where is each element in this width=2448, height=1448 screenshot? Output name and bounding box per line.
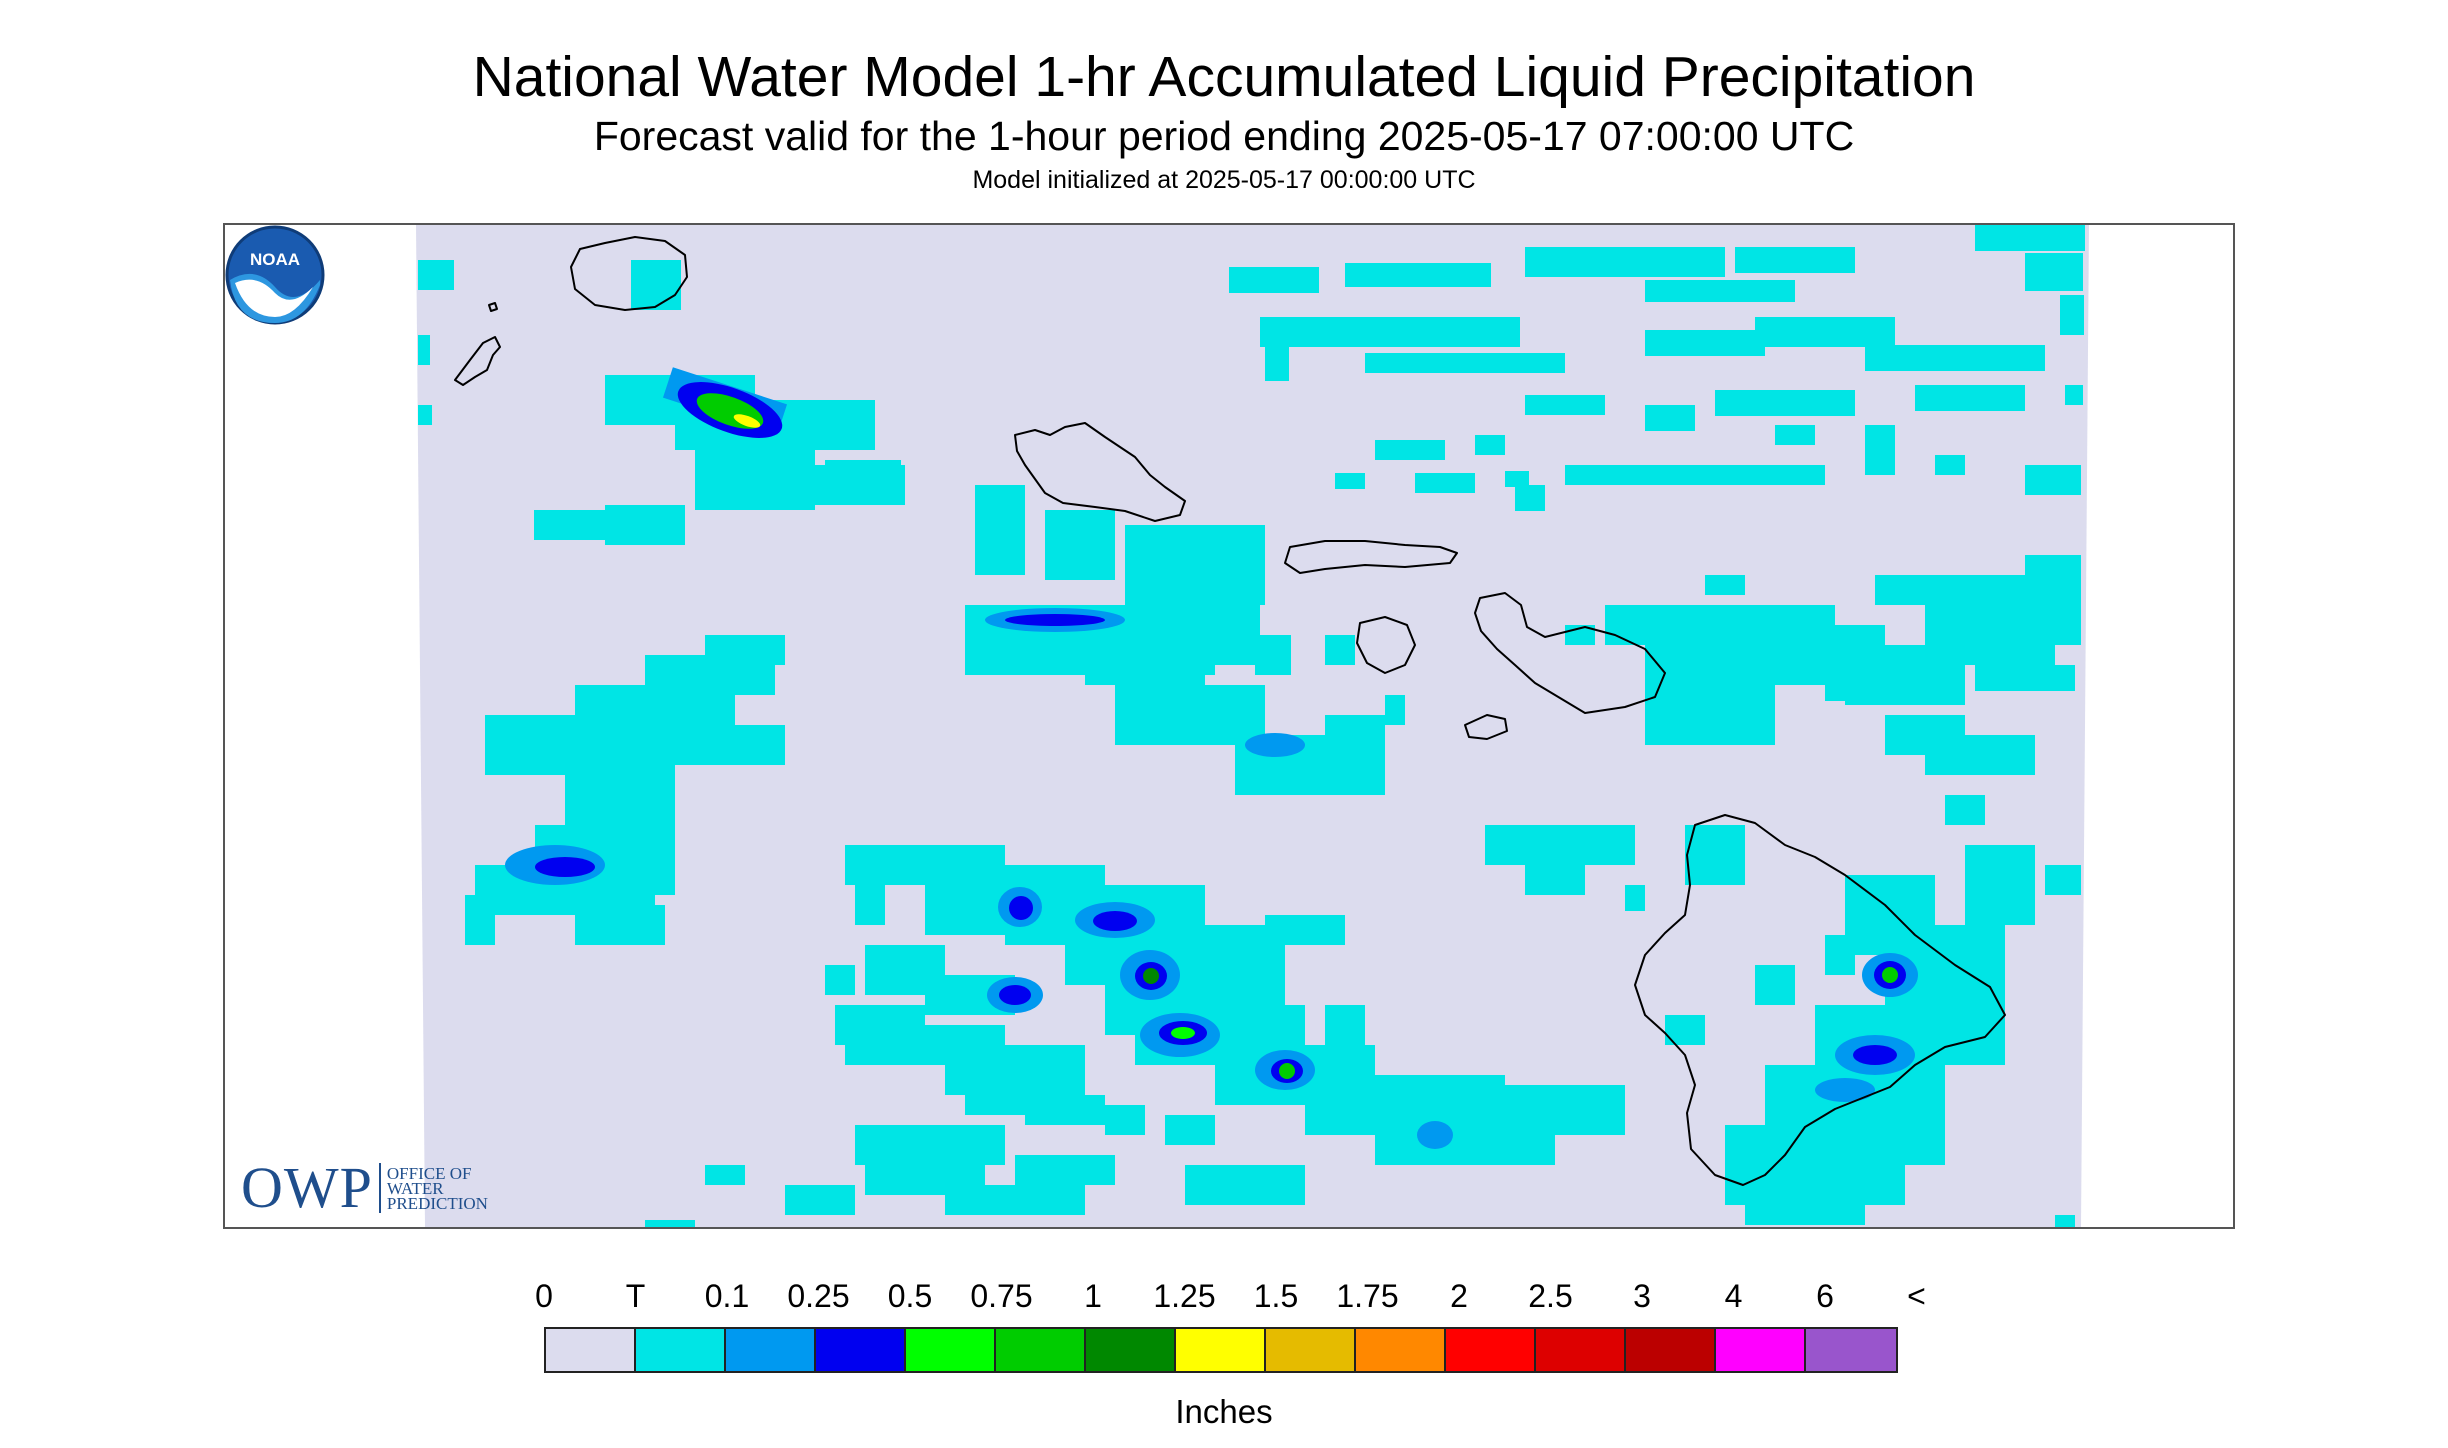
legend-tick-label: 6 — [1816, 1278, 1834, 1314]
legend-tick-label: 1.25 — [1153, 1278, 1216, 1314]
legend-tick-label: 2 — [1450, 1278, 1468, 1314]
legend-swatch — [1446, 1329, 1536, 1371]
coastlines — [454, 236, 2006, 1186]
coastline-lanai — [1356, 616, 1416, 674]
coastline-hawaii — [1634, 814, 2006, 1186]
precipitation-map: OWP OFFICE OF WATER PREDICTION NOAA — [223, 223, 2235, 1229]
owp-logo-divider — [378, 1163, 381, 1213]
legend-tick-label: T — [625, 1278, 646, 1314]
legend-tick-label: 0.75 — [970, 1278, 1033, 1314]
owp-logo-letters: OWP — [241, 1155, 373, 1220]
legend-swatch — [1626, 1329, 1716, 1371]
owp-logo: OWP OFFICE OF WATER PREDICTION — [241, 1159, 488, 1217]
legend-tick-label: 1.75 — [1336, 1278, 1399, 1314]
legend-tick-label: 1.5 — [1253, 1278, 1299, 1314]
legend-tick-label: 0.25 — [787, 1278, 850, 1314]
chart-subtitle: Forecast valid for the 1-hour period end… — [593, 113, 1855, 159]
legend-swatch — [1176, 1329, 1266, 1371]
legend-swatch — [816, 1329, 906, 1371]
legend-swatch — [1536, 1329, 1626, 1371]
coastline-lehua — [488, 302, 498, 312]
map-svg — [416, 225, 2089, 1227]
model-init-text: Model initialized at 2025-05-17 00:00:00… — [972, 166, 1476, 194]
coastline-kahoolawe — [1464, 714, 1508, 740]
coastline-niihau — [454, 336, 501, 386]
legend-tick-label: 0.5 — [887, 1278, 933, 1314]
legend-swatch — [1266, 1329, 1356, 1371]
legend-swatch — [996, 1329, 1086, 1371]
owp-text-line: OFFICE OF — [386, 1163, 472, 1183]
legend-swatch — [1086, 1329, 1176, 1371]
legend-swatch — [1806, 1329, 1896, 1371]
legend-tick-label: 0.1 — [704, 1278, 750, 1314]
legend-tick-label: < — [1907, 1278, 1926, 1314]
legend-swatch — [1716, 1329, 1806, 1371]
legend-swatch — [726, 1329, 816, 1371]
legend-tick-label: 1 — [1084, 1278, 1102, 1314]
legend-color-bar — [544, 1327, 1898, 1373]
legend-unit-label: Inches — [1175, 1393, 1273, 1430]
legend-swatch — [546, 1329, 636, 1371]
legend-swatch — [906, 1329, 996, 1371]
precip-high-areas — [733, 414, 761, 428]
owp-text-line: WATER — [386, 1178, 444, 1198]
coastline-molokai — [1284, 540, 1458, 574]
coastline-oahu — [1014, 422, 1186, 522]
noaa-logo: NOAA — [225, 225, 325, 325]
legend-tick-label: 2.5 — [1528, 1278, 1573, 1314]
owp-logo-text: OFFICE OF WATER PREDICTION — [386, 1163, 488, 1213]
precip-light-areas — [418, 225, 2085, 1227]
legend-swatch — [636, 1329, 726, 1371]
legend-tick-label: 0 — [535, 1278, 553, 1314]
legend-tick-labels: 0 T 0.1 0.25 0.5 0.75 1 1.25 1.5 1.75 2 2.5 3 4 6 < — [0, 1278, 2448, 1318]
noaa-logo-text: NOAA — [250, 250, 300, 269]
owp-text-line: PREDICTION — [386, 1193, 488, 1213]
legend-tick-label: 4 — [1724, 1278, 1743, 1314]
chart-title: National Water Model 1-hr Accumulated Li… — [472, 45, 1976, 109]
legend-swatch — [1356, 1329, 1446, 1371]
coastline-kauai — [570, 236, 688, 311]
coastline-maui — [1474, 592, 1666, 714]
legend-tick-label: 3 — [1633, 1278, 1651, 1314]
